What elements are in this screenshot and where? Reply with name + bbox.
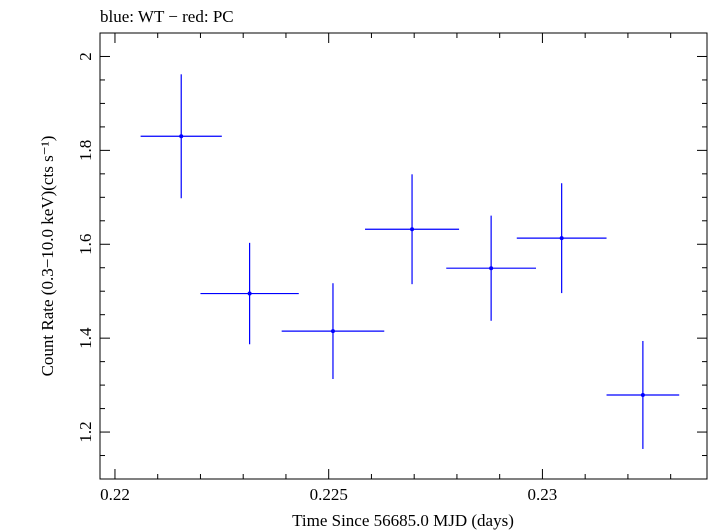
data-point-1	[140, 74, 222, 199]
x-tick-labels: 0.22 0.225 0.23	[100, 485, 557, 504]
data-point-2	[200, 242, 299, 345]
chart-title: blue: WT − red: PC	[100, 7, 234, 26]
point-marker	[559, 236, 564, 241]
y-tick-label: 1.4	[76, 327, 95, 349]
x-tick-label: 0.225	[310, 485, 348, 504]
data-point-7	[606, 340, 680, 449]
point-marker	[179, 134, 184, 139]
point-marker	[640, 392, 645, 397]
data-point-5	[446, 215, 537, 321]
x-tick-label: 0.23	[528, 485, 558, 504]
point-marker	[410, 227, 415, 232]
data-point-3	[281, 283, 385, 380]
y-tick-labels: 1.2 1.4 1.6 1.8 2	[76, 52, 95, 442]
y-tick-label: 2	[76, 52, 95, 61]
y-tick-label: 1.8	[76, 140, 95, 161]
plot-frame	[99, 32, 708, 480]
point-marker	[489, 266, 494, 271]
axis-ticks	[100, 32, 707, 480]
x-tick-label: 0.22	[100, 485, 130, 504]
data-points	[140, 74, 680, 449]
x-axis-label: Time Since 56685.0 MJD (days)	[292, 511, 514, 530]
data-point-6	[516, 183, 607, 294]
y-tick-label: 1.6	[76, 234, 95, 255]
y-axis-label: Count Rate (0.3−10.0 keV)(cts s⁻¹)	[38, 136, 57, 377]
data-point-4	[365, 174, 460, 285]
point-marker	[330, 329, 335, 334]
y-tick-label: 1.2	[76, 421, 95, 442]
point-marker	[247, 291, 252, 296]
